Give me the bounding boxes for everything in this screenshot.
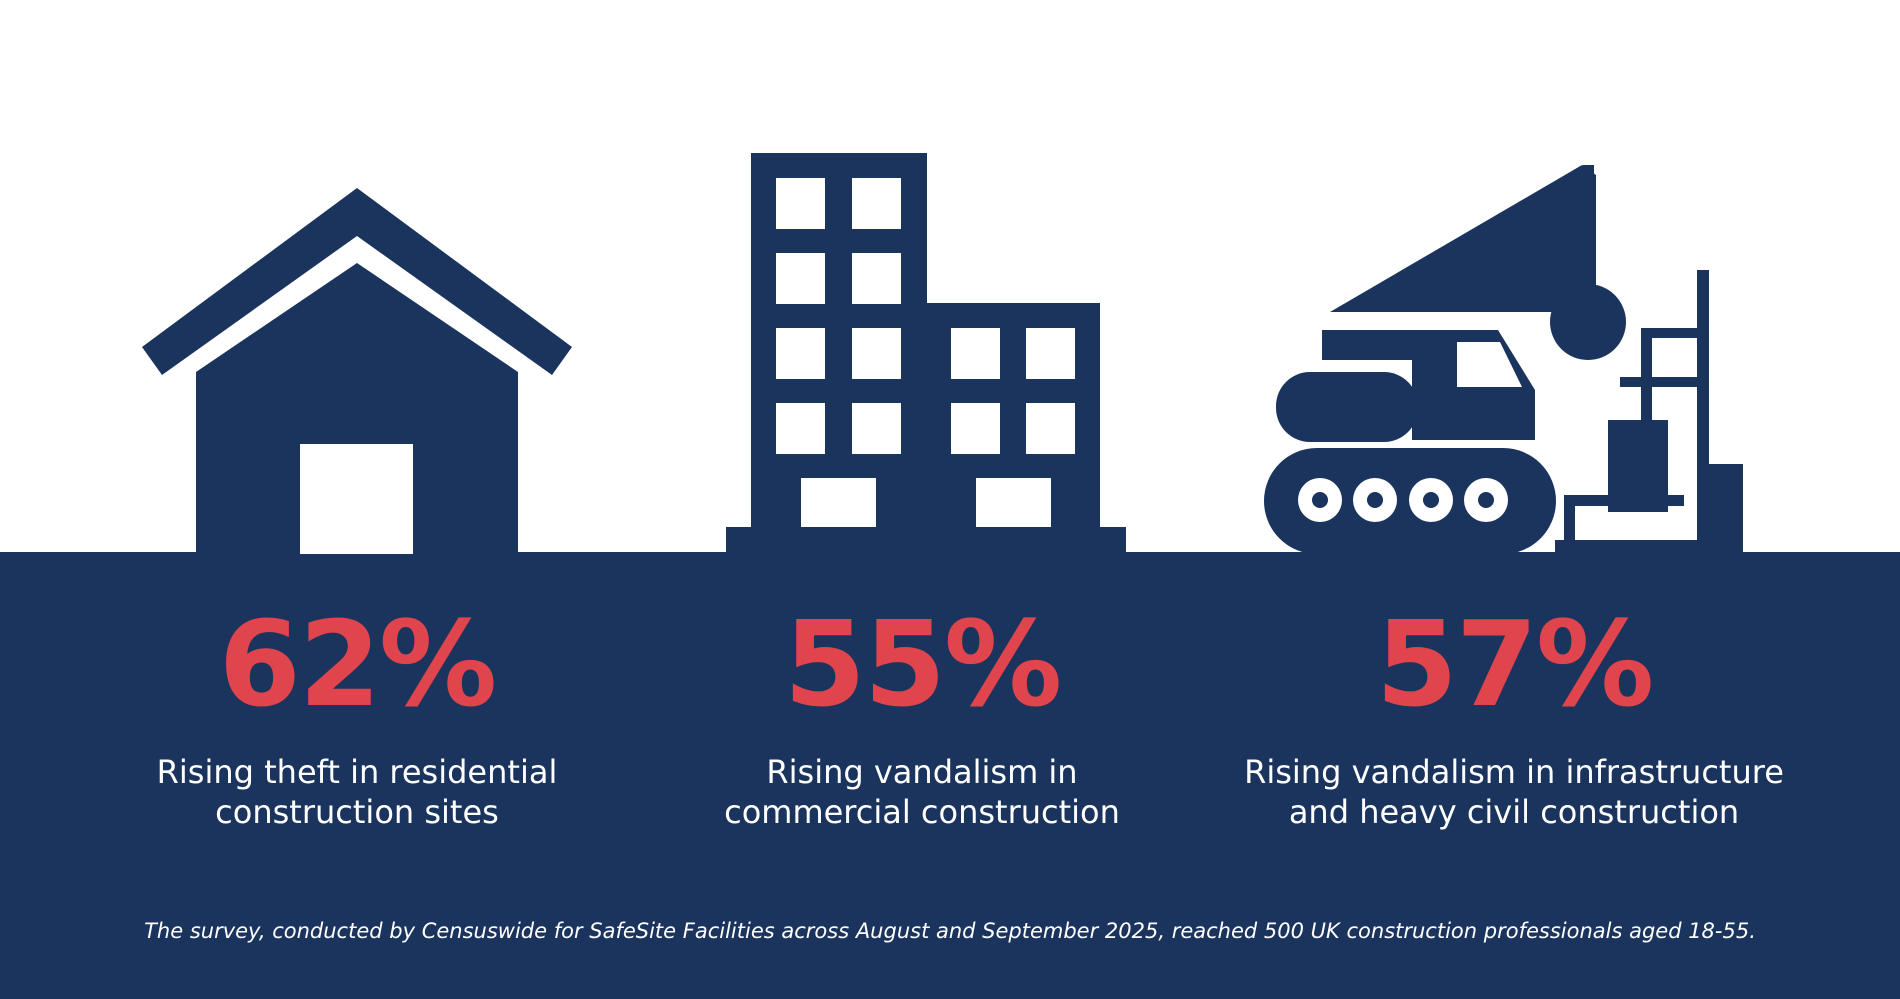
stat-infrastructure: 57% Rising vandalism in infrastructure a… xyxy=(1194,605,1834,832)
stat-description: Rising vandalism in infrastructure and h… xyxy=(1244,753,1784,831)
navy-band xyxy=(0,552,1900,999)
house-icon xyxy=(142,188,572,554)
stat-description: Rising vandalism in commercial construct… xyxy=(724,753,1120,831)
stat-description: Rising theft in residential construction… xyxy=(156,753,558,831)
office-building-icon xyxy=(726,153,1126,554)
stat-commercial: 55% Rising vandalism in commercial const… xyxy=(602,605,1242,832)
stat-percent: 57% xyxy=(1375,595,1654,733)
stat-residential: 62% Rising theft in residential construc… xyxy=(37,605,677,832)
stat-percent: 55% xyxy=(783,595,1062,733)
survey-footnote: The survey, conducted by Censuswide for … xyxy=(144,919,1756,943)
stat-percent: 62% xyxy=(218,595,497,733)
crane-excavator-icon xyxy=(1264,165,1743,554)
